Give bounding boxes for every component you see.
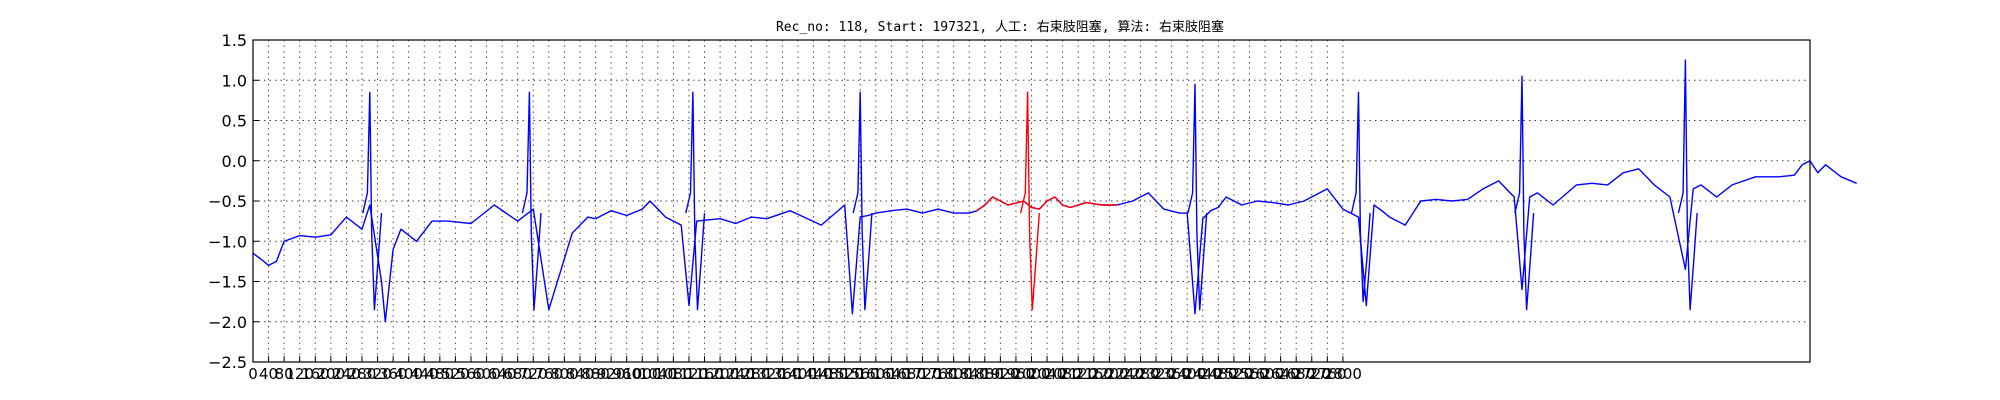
x-tick-label: 1880 [966, 365, 1004, 383]
x-tick-label: 1920 [981, 365, 1019, 383]
chart-title: Rec_no: 118, Start: 197321, 人工: 右束肢阻塞, 算… [776, 19, 1224, 35]
x-tick-label: 1440 [794, 365, 832, 383]
x-tick-label: 0 [248, 365, 258, 383]
x-tick-label: 1720 [903, 365, 941, 383]
x-tick-label: 1240 [717, 365, 755, 383]
x-tick-label: 2680 [1277, 365, 1315, 383]
r-peak-spike [1514, 75, 1535, 311]
x-tick-label: 1680 [888, 365, 926, 383]
grid [253, 40, 1810, 362]
x-tick-label: 240 [332, 365, 361, 383]
x-tick-label: 2280 [1121, 365, 1159, 383]
x-tick-label: 320 [363, 365, 392, 383]
x-tick-label: 2240 [1106, 365, 1144, 383]
x-tick-label: 1560 [841, 365, 879, 383]
x-tick-label: 680 [503, 365, 532, 383]
x-tick-label: 1480 [810, 365, 848, 383]
y-tick-label: −2.5 [208, 353, 247, 372]
x-tick-label: 1040 [639, 365, 677, 383]
x-tick-label: 1120 [670, 365, 708, 383]
x-tick-label: 1600 [857, 365, 895, 383]
series-lines [252, 59, 1857, 323]
r-peak-spike [521, 91, 542, 311]
x-tick-label: 2000 [1012, 365, 1050, 383]
y-tick-label: 0.5 [222, 112, 247, 131]
x-tick-label: 2640 [1262, 365, 1300, 383]
x-axis: 0 408012016020024028032036040044048052056… [248, 356, 1362, 383]
x-tick-label: 2360 [1153, 365, 1191, 383]
x-tick-label: 2160 [1075, 365, 1113, 383]
x-tick-label: 1160 [685, 365, 723, 383]
y-tick-label: −1.5 [208, 273, 247, 292]
x-tick-label: 600 [472, 365, 501, 383]
x-tick-label: 520 [441, 365, 470, 383]
r-peak-spike [362, 91, 383, 311]
x-tick-label: 720 [519, 365, 548, 383]
x-tick-label: 2200 [1090, 365, 1128, 383]
x-tick-label: 2480 [1199, 365, 1237, 383]
x-tick-label: 1640 [872, 365, 910, 383]
x-tick-label: 880 [581, 365, 610, 383]
y-tick-label: −0.5 [208, 192, 247, 211]
x-tick-label: 440 [410, 365, 439, 383]
x-tick-label: 560 [457, 365, 486, 383]
y-tick-label: 0.0 [222, 152, 247, 171]
x-tick-label: 2560 [1230, 365, 1268, 383]
y-tick-label: −2.0 [208, 313, 247, 332]
x-tick-label: 1320 [748, 365, 786, 383]
x-tick-label: 2400 [1168, 365, 1206, 383]
x-tick-label: 2520 [1215, 365, 1253, 383]
y-axis: −2.5 −2.0 −1.5 −1.0 −0.5 0.0 0.5 1.0 1.5 [208, 31, 259, 372]
x-tick-label: 2040 [1028, 365, 1066, 383]
x-tick-label: 1080 [654, 365, 692, 383]
x-tick-label: 1520 [826, 365, 864, 383]
x-tick-label: 2720 [1293, 365, 1331, 383]
y-tick-label: −1.0 [208, 232, 247, 251]
x-tick-label: 760 [535, 365, 564, 383]
x-tick-label: 2760 [1308, 365, 1346, 383]
x-tick-label: 960 [612, 365, 641, 383]
x-tick-label: 800 [550, 365, 579, 383]
x-tick-label: 280 [348, 365, 377, 383]
r-peak-spike [1677, 59, 1698, 311]
x-tick-label: 80 [275, 365, 294, 383]
r-peak-spike [1187, 83, 1208, 311]
x-tick-label: 160 [301, 365, 330, 383]
ecg-signal-line [252, 160, 1857, 323]
x-tick-label: 1800 [935, 365, 973, 383]
y-tick-label: 1.0 [222, 71, 247, 90]
x-tick-label: 640 [488, 365, 517, 383]
x-tick-label: 840 [566, 365, 595, 383]
x-tick-label: 400 [394, 365, 423, 383]
x-tick-label: 1200 [701, 365, 739, 383]
x-tick-label: 2080 [1044, 365, 1082, 383]
x-tick-label: 120 [285, 365, 314, 383]
r-peak-spike [852, 91, 873, 311]
x-tick-label: 1960 [997, 365, 1035, 383]
x-tick-label: 1400 [779, 365, 817, 383]
r-peak-spike [685, 91, 706, 311]
x-tick-label: 2800 [1324, 365, 1362, 383]
x-tick-label: 1360 [763, 365, 801, 383]
y-tick-label: 1.5 [222, 31, 247, 50]
x-tick-label: 40 [259, 365, 278, 383]
x-tick-label: 2320 [1137, 365, 1175, 383]
x-tick-label: 1280 [732, 365, 770, 383]
x-tick-label: 480 [426, 365, 455, 383]
x-tick-label: 920 [597, 365, 626, 383]
x-tick-label: 1840 [950, 365, 988, 383]
x-tick-label: 1760 [919, 365, 957, 383]
r-peak-spike [1019, 91, 1040, 311]
x-tick-label: 2120 [1059, 365, 1097, 383]
highlighted-beat-line [976, 196, 1118, 212]
x-tick-label: 1000 [623, 365, 661, 383]
x-tick-label: 200 [317, 365, 346, 383]
x-tick-label: 2440 [1184, 365, 1222, 383]
x-tick-label: 2600 [1246, 365, 1284, 383]
x-tick-label: 360 [379, 365, 408, 383]
r-peak-spike [1350, 91, 1371, 303]
